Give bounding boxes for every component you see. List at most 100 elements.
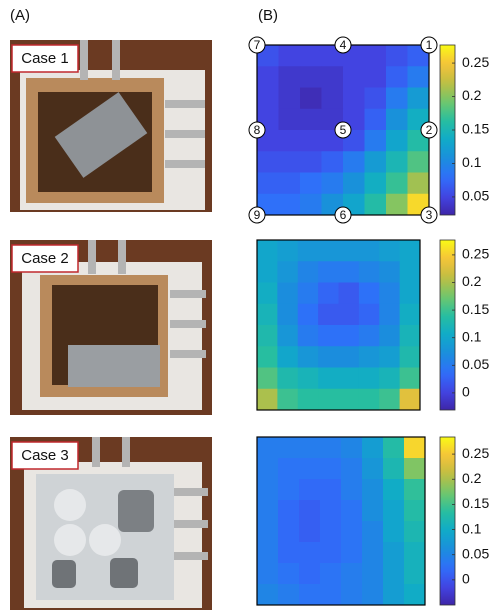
heatmap-cell	[379, 283, 400, 305]
heatmap-cell	[386, 109, 408, 131]
heatmap-cell	[383, 479, 404, 500]
heatmap-cell	[279, 173, 301, 195]
heatmap-cell	[300, 45, 322, 67]
heatmap-cell	[359, 325, 380, 347]
point-label: 3	[426, 208, 433, 222]
colorbar-tick-label: 0.1	[462, 328, 482, 344]
heatmap-cell	[257, 283, 278, 305]
heatmap-cell	[300, 88, 322, 110]
colorbar-tick-label: 0.25	[462, 445, 489, 461]
heatmap-cell	[359, 346, 380, 368]
point-label: 9	[254, 208, 261, 222]
point-label: 4	[340, 38, 347, 52]
heatmap-cell	[278, 458, 299, 479]
heatmap-cell	[300, 151, 322, 173]
heatmap-cell	[362, 542, 383, 563]
heatmap-cell	[299, 584, 320, 605]
heatmap-cell	[383, 458, 404, 479]
heatmap-cell	[365, 173, 387, 195]
heatmap-cell	[362, 458, 383, 479]
point-label: 7	[254, 38, 261, 52]
heatmap-cell	[279, 88, 301, 110]
heatmap-cell	[339, 325, 360, 347]
heatmap-cell	[341, 437, 362, 458]
heatmap-cell	[320, 584, 341, 605]
colorbar-tick-label: 0.1	[462, 520, 482, 536]
heatmap-cell	[339, 368, 360, 390]
heatmap-cell	[278, 584, 299, 605]
heatmap-cell	[404, 542, 425, 563]
heatmap-cell	[300, 130, 322, 152]
heatmap-cell	[379, 346, 400, 368]
heatmap-cell	[279, 130, 301, 152]
heatmap-cell	[359, 304, 380, 326]
heatmap-cell	[379, 389, 400, 411]
panel-label: (A)	[10, 7, 30, 24]
case-label: Case 2	[21, 250, 69, 267]
heatmap-cell	[278, 479, 299, 500]
heatmap-cell	[400, 261, 421, 283]
heatmap-cell	[365, 151, 387, 173]
heatmap-cell	[383, 500, 404, 521]
heatmap-cell	[300, 173, 322, 195]
heatmap-cell	[386, 151, 408, 173]
heatmap-cell	[386, 88, 408, 110]
colorbar-tick-label: 0.05	[462, 545, 489, 561]
heatmap-cell	[278, 437, 299, 458]
point-label: 1	[426, 38, 433, 52]
heatmap-cell	[257, 368, 278, 390]
heatmap-cell	[320, 500, 341, 521]
heatmap-cell	[257, 389, 278, 411]
heatmap-cell	[343, 173, 365, 195]
heatmap-cell	[339, 304, 360, 326]
heatmap-cell	[343, 151, 365, 173]
heatmap-cell	[320, 458, 341, 479]
heatmap-cell	[320, 521, 341, 542]
heatmap-cell	[383, 437, 404, 458]
heatmap-cell	[277, 389, 298, 411]
heatmap-cell	[339, 346, 360, 368]
heatmap-cell	[320, 563, 341, 584]
heatmap-cell	[279, 151, 301, 173]
heatmap-cell	[257, 563, 278, 584]
colorbar-tick-label: 0.05	[462, 356, 489, 372]
heatmap-cell	[322, 66, 344, 88]
heatmap-cell	[257, 173, 279, 195]
heatmap-cell	[386, 45, 408, 67]
heatmap-cell	[257, 521, 278, 542]
heatmap-cell	[400, 240, 421, 262]
heatmap-cell	[383, 584, 404, 605]
heatmap-cell	[277, 283, 298, 305]
colorbar-tick-label: 0.2	[462, 470, 482, 486]
heatmap-cell	[404, 521, 425, 542]
heatmap-cell	[379, 261, 400, 283]
colorbar-tick-label: 0.15	[462, 495, 489, 511]
heatmap-cell	[257, 66, 279, 88]
point-label: 8	[254, 123, 261, 137]
colorbar-tick-label: 0.15	[462, 301, 489, 317]
heatmap-cell	[341, 563, 362, 584]
heatmap-cell	[318, 346, 339, 368]
heatmap-cell	[379, 304, 400, 326]
heatmap-cell	[359, 240, 380, 262]
heatmap-cell	[278, 500, 299, 521]
heatmap-cell	[277, 261, 298, 283]
heatmap-cell	[299, 521, 320, 542]
heatmap-cell	[379, 240, 400, 262]
heatmap-cell	[279, 66, 301, 88]
heatmap-cell	[365, 66, 387, 88]
heatmap-cell	[257, 88, 279, 110]
heatmap-cell	[339, 261, 360, 283]
heatmap-cell	[383, 521, 404, 542]
heatmap-cell	[279, 194, 301, 216]
heatmap-cell	[404, 479, 425, 500]
heatmap-cell	[320, 479, 341, 500]
heatmap-cell	[404, 500, 425, 521]
heatmap-cell	[362, 500, 383, 521]
heatmap-cell	[298, 240, 319, 262]
heatmap-cell	[278, 563, 299, 584]
heatmap-cell	[257, 458, 278, 479]
heatmap-cell	[318, 304, 339, 326]
heatmap-cell	[320, 542, 341, 563]
heatmap-cell	[298, 346, 319, 368]
